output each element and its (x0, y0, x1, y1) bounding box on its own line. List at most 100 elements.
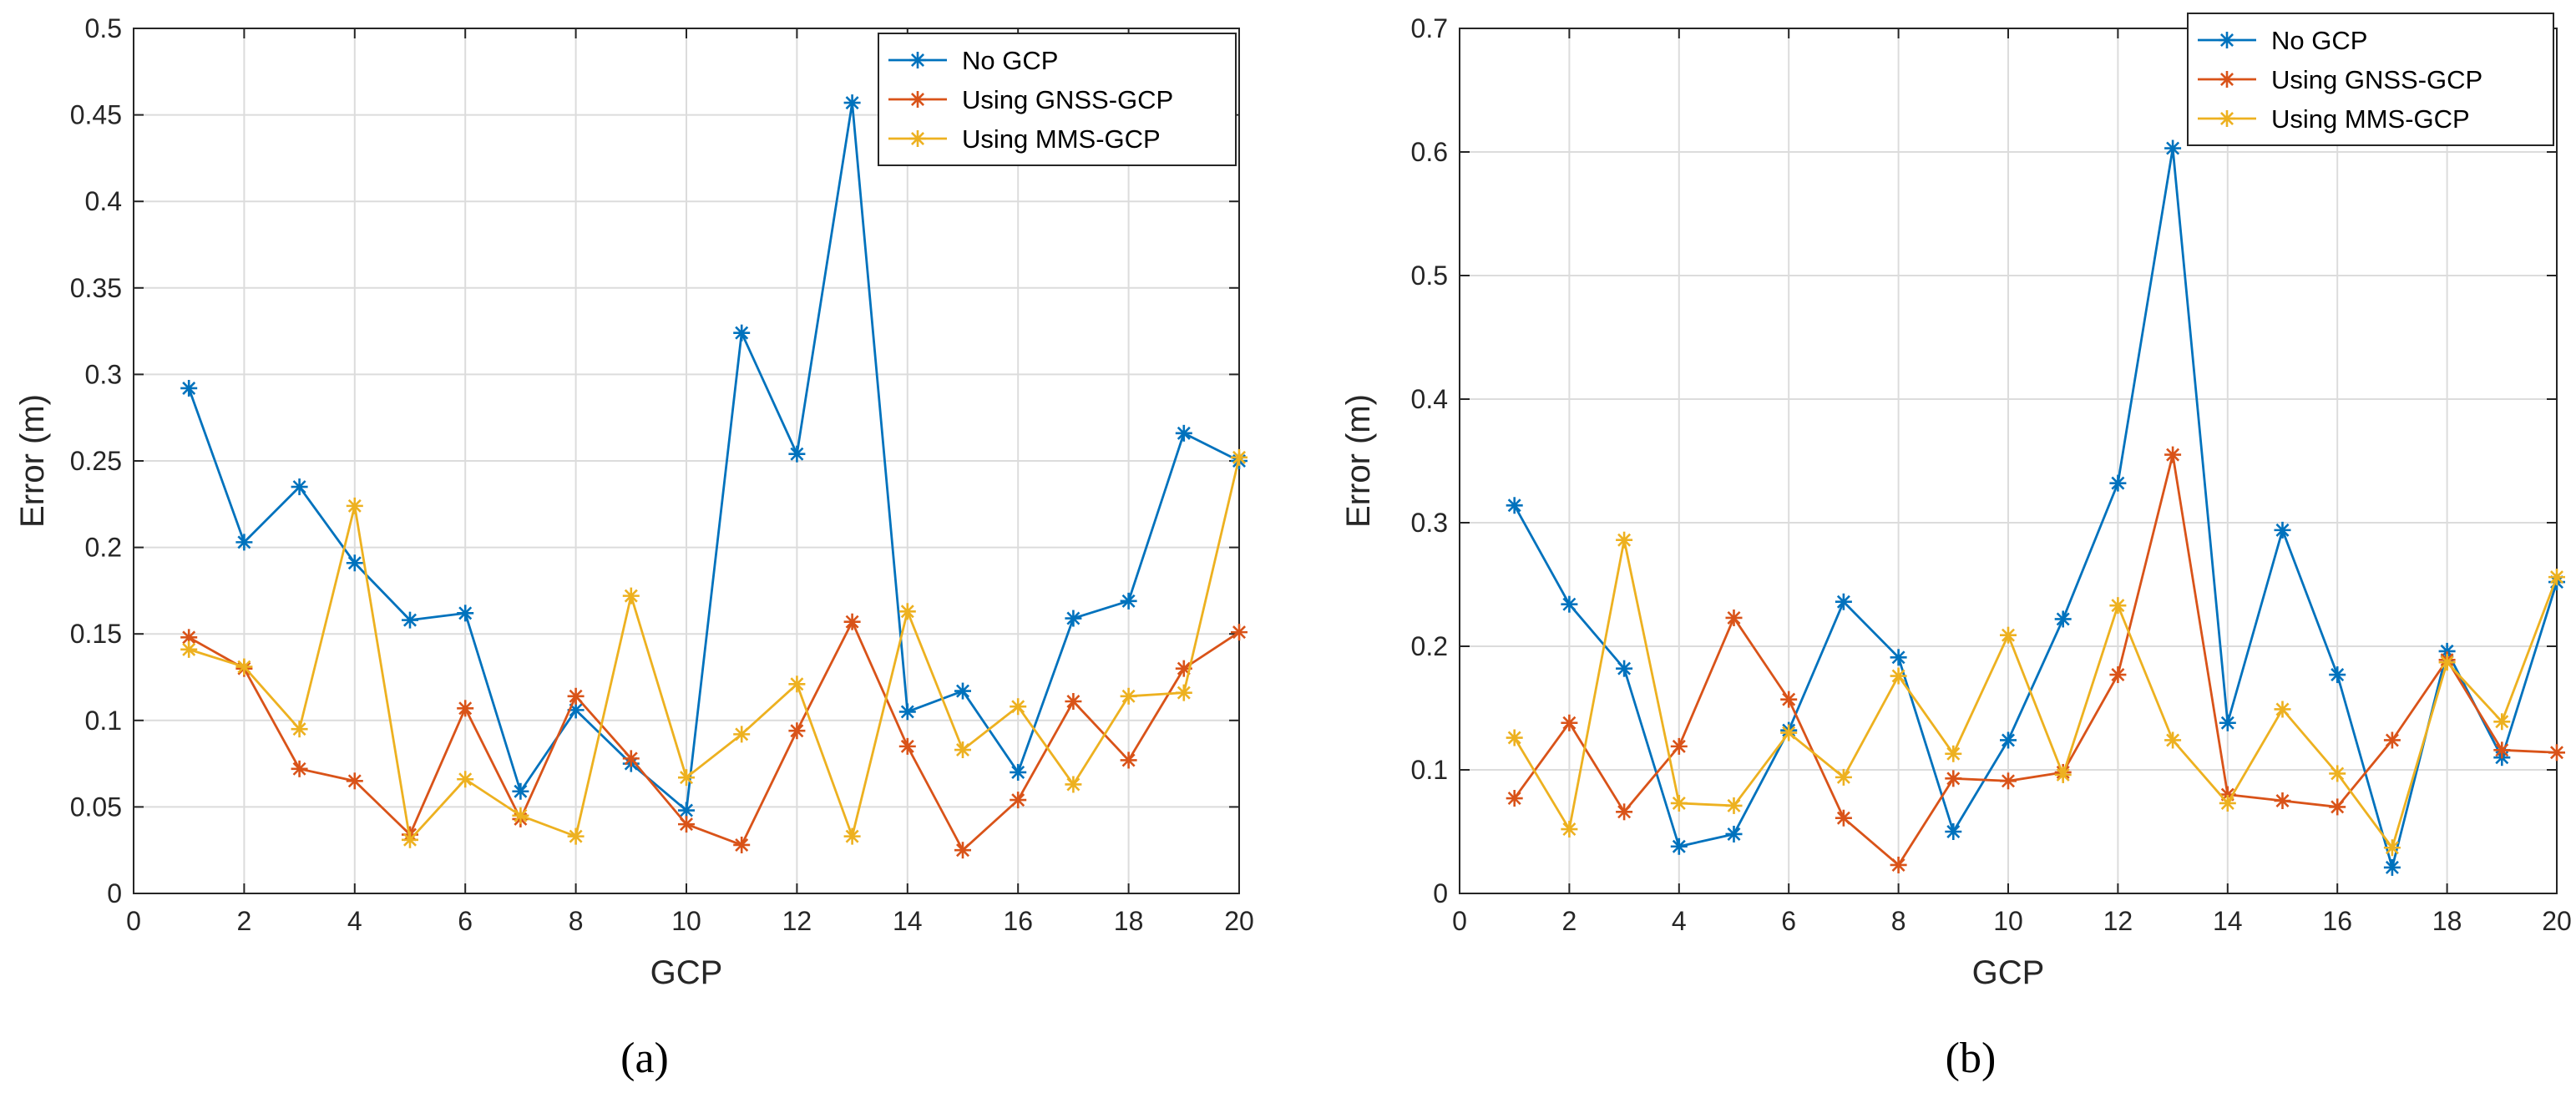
series-line (1513, 453, 2558, 867)
legend-entry: No GCP (2198, 26, 2367, 55)
data-point (291, 760, 308, 777)
x-tick-label: 4 (347, 906, 362, 936)
data-point (1890, 667, 1907, 685)
data-point (954, 842, 971, 859)
data-point (1065, 610, 1082, 627)
data-point (567, 687, 585, 705)
x-tick-label: 8 (569, 906, 584, 936)
data-point (2383, 858, 2401, 876)
y-tick-label: 0.05 (70, 792, 122, 822)
legend-entry: Using MMS-GCP (888, 124, 1161, 154)
data-point (1670, 794, 1688, 812)
data-point (291, 478, 308, 496)
data-point (1175, 684, 1192, 701)
data-point (2548, 569, 2565, 586)
data-point (346, 497, 363, 514)
data-point (1065, 693, 1082, 711)
y-tick-label: 0.1 (85, 706, 122, 736)
data-point (2219, 32, 2235, 48)
y-axis-label: Error (m) (1340, 394, 1377, 528)
data-point (2438, 654, 2456, 671)
data-point (2329, 798, 2346, 816)
data-point (2109, 474, 2127, 492)
y-tick-label: 0.15 (70, 619, 122, 649)
y-tick-label: 0.4 (1411, 384, 1448, 414)
data-point (2000, 626, 2017, 644)
data-point (678, 816, 695, 833)
data-point (2054, 766, 2072, 783)
y-tick-label: 0.7 (1411, 13, 1448, 43)
x-tick-label: 4 (1672, 906, 1687, 936)
data-point (1010, 698, 1027, 716)
x-tick-label: 18 (2432, 906, 2462, 936)
x-tick-label: 8 (1891, 906, 1906, 936)
grid-lines (134, 28, 1239, 893)
data-point (2274, 521, 2291, 539)
data-point (733, 836, 751, 853)
series-mms-gcp (1506, 531, 2565, 857)
x-axis-label: GCP (650, 954, 723, 991)
data-point (909, 130, 926, 147)
data-point (1835, 809, 1852, 827)
x-axis-label: GCP (1972, 954, 2045, 991)
x-tick-label: 20 (2542, 906, 2572, 936)
legend-label: Using MMS-GCP (2271, 104, 2470, 134)
legend-label: Using GNSS-GCP (962, 85, 1173, 114)
data-point (2219, 110, 2235, 127)
x-tick-label: 0 (126, 906, 141, 936)
data-point (1010, 792, 1027, 809)
x-tick-label: 16 (2322, 906, 2352, 936)
data-point (1231, 448, 1248, 466)
data-point (1506, 790, 1523, 807)
x-tick-label: 10 (671, 906, 701, 936)
data-point (2383, 839, 2401, 857)
x-tick-label: 10 (1993, 906, 2023, 936)
data-point (1780, 691, 1798, 708)
data-point (1725, 609, 1743, 626)
data-point (180, 379, 198, 397)
x-tick-label: 16 (1003, 906, 1033, 936)
data-point (402, 831, 418, 848)
y-tick-label: 0.4 (85, 186, 122, 216)
data-point (1010, 763, 1027, 781)
legend-label: Using MMS-GCP (962, 124, 1161, 154)
x-tick-label: 2 (237, 906, 252, 936)
legend: No GCP Using GNSS-GCP Using MMS-GCP (2187, 13, 2554, 146)
data-point (898, 737, 916, 755)
data-point (898, 703, 916, 721)
data-point (2274, 792, 2291, 809)
data-point (1945, 823, 1962, 840)
data-point (788, 722, 806, 740)
series-layer (180, 94, 1248, 859)
data-point (909, 52, 926, 68)
data-point (678, 802, 695, 819)
legend-label: No GCP (2271, 26, 2367, 55)
y-tick-label: 0.45 (70, 100, 122, 130)
data-point (1506, 497, 1523, 514)
series-gnss-gcp (1506, 446, 2565, 873)
data-point (622, 750, 640, 767)
y-tick-label: 0.1 (1411, 755, 1448, 785)
data-point (235, 534, 253, 551)
grid-lines (1460, 28, 2557, 893)
series-line (188, 620, 1240, 852)
data-point (346, 554, 363, 572)
x-tick-label: 20 (1224, 906, 1254, 936)
y-tick-label: 0.3 (85, 359, 122, 389)
data-point (1120, 592, 1137, 610)
y-tick-label: 0 (1433, 878, 1448, 908)
x-tick-label: 18 (1114, 906, 1144, 936)
data-point (2164, 731, 2182, 749)
legend-entry: Using GNSS-GCP (888, 85, 1173, 114)
series-no-gcp (180, 94, 1248, 819)
data-point (622, 587, 640, 605)
data-point (180, 640, 198, 658)
y-tick-label: 0.35 (70, 273, 122, 303)
data-point (1670, 737, 1688, 755)
x-tick-label: 0 (1452, 906, 1467, 936)
data-point (457, 700, 474, 717)
y-tick-label: 0.2 (85, 533, 122, 563)
data-point (457, 605, 474, 622)
panel-label: (a) (620, 1035, 669, 1082)
data-point (1725, 797, 1743, 814)
